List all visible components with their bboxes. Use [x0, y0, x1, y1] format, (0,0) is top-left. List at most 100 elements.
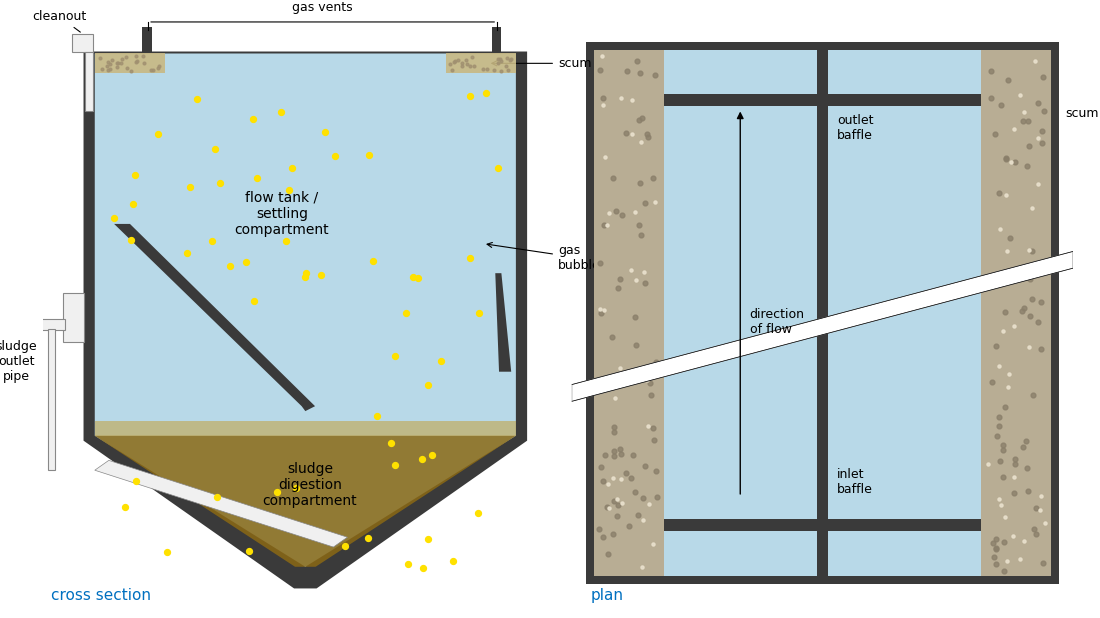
Point: [117, 52, 134, 62]
Point: [182, 182, 199, 192]
Point: [606, 394, 624, 404]
Bar: [48, 329, 55, 470]
Point: [989, 431, 1006, 441]
Point: [1027, 503, 1045, 513]
Point: [605, 451, 623, 460]
Point: [463, 53, 481, 62]
Point: [626, 487, 644, 497]
Point: [626, 207, 644, 217]
Point: [493, 56, 510, 66]
Text: sludge
outlet
pipe: sludge outlet pipe: [0, 341, 37, 383]
Bar: [73, 34, 92, 51]
Point: [1025, 525, 1043, 535]
Point: [624, 95, 641, 105]
Point: [1034, 559, 1052, 569]
Point: [605, 427, 623, 437]
Point: [627, 341, 645, 350]
Point: [1005, 124, 1023, 134]
Point: [623, 473, 640, 483]
Point: [108, 58, 125, 68]
Point: [992, 100, 1010, 110]
Point: [336, 541, 353, 551]
Point: [116, 502, 133, 512]
Polygon shape: [95, 436, 516, 567]
Point: [591, 258, 608, 268]
Bar: [817, 49, 828, 575]
Point: [624, 450, 641, 460]
Point: [382, 439, 399, 449]
Text: sludge
digestion
compartment: sludge digestion compartment: [263, 462, 358, 508]
Point: [608, 512, 626, 522]
Point: [409, 273, 427, 282]
Point: [1015, 303, 1033, 313]
Point: [1011, 554, 1028, 564]
Point: [604, 473, 622, 483]
Point: [101, 64, 119, 74]
Point: [1034, 126, 1052, 136]
Point: [605, 422, 623, 432]
Point: [122, 66, 140, 75]
Point: [593, 51, 611, 61]
Point: [630, 179, 648, 188]
Point: [109, 59, 126, 69]
Point: [490, 54, 507, 64]
Point: [605, 496, 623, 506]
Point: [128, 51, 145, 61]
Polygon shape: [495, 273, 512, 371]
Point: [609, 500, 627, 510]
Point: [1021, 342, 1038, 352]
Point: [415, 563, 432, 573]
Point: [1035, 106, 1053, 116]
Point: [94, 64, 111, 74]
Point: [386, 350, 404, 360]
Point: [608, 494, 626, 504]
Polygon shape: [95, 421, 516, 436]
Point: [638, 129, 656, 139]
Point: [1034, 72, 1052, 82]
Point: [618, 66, 636, 76]
Point: [610, 363, 628, 373]
Point: [470, 308, 487, 318]
Text: gas
bubbles: gas bubbles: [487, 242, 607, 273]
Bar: [663, 94, 981, 106]
Point: [994, 441, 1012, 451]
Point: [1006, 157, 1024, 167]
Point: [596, 451, 614, 460]
Bar: [663, 94, 817, 531]
Point: [1014, 442, 1032, 452]
Point: [1027, 528, 1045, 538]
Point: [999, 75, 1016, 85]
Point: [594, 476, 612, 486]
Point: [647, 197, 664, 206]
Point: [405, 272, 422, 282]
Point: [364, 256, 382, 266]
Point: [645, 435, 662, 445]
Point: [601, 503, 618, 513]
Point: [992, 500, 1010, 510]
Point: [998, 556, 1015, 565]
Text: inlet
baffle: inlet baffle: [837, 468, 873, 496]
Point: [598, 479, 616, 489]
Point: [612, 274, 629, 284]
Point: [419, 534, 437, 544]
Point: [245, 296, 263, 306]
Point: [617, 129, 635, 138]
Point: [459, 59, 476, 69]
Text: outlet
baffle: outlet baffle: [837, 114, 873, 142]
Polygon shape: [84, 51, 527, 588]
Point: [607, 206, 625, 216]
Point: [990, 188, 1008, 198]
Point: [98, 61, 116, 71]
Bar: [663, 520, 981, 531]
Point: [636, 278, 653, 288]
Point: [636, 198, 653, 208]
Point: [610, 444, 628, 454]
Text: plan: plan: [591, 588, 624, 603]
Point: [994, 326, 1012, 336]
Point: [461, 91, 478, 101]
Bar: [586, 41, 1058, 583]
Point: [1002, 157, 1020, 167]
Point: [284, 163, 301, 172]
Point: [465, 61, 483, 71]
Point: [604, 173, 622, 183]
